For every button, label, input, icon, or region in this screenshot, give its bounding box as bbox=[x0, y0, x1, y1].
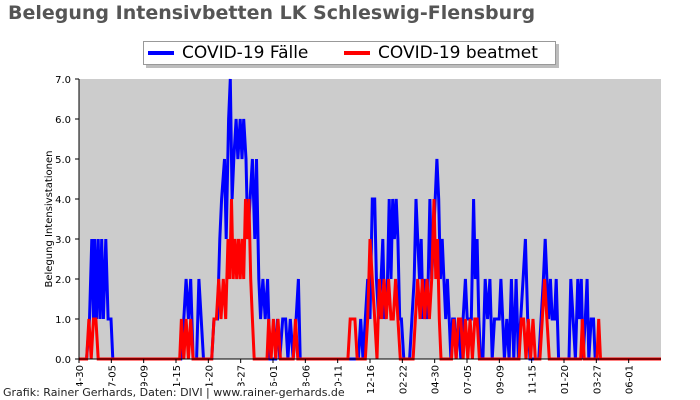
x-tick-label: 01-20 bbox=[204, 365, 215, 394]
x-tick-label: 02-22 bbox=[398, 365, 409, 394]
x-tick-label: 10-11 bbox=[334, 365, 345, 394]
x-tick-label: 04-30 bbox=[431, 365, 442, 394]
y-tick-label: 1.0 bbox=[55, 315, 71, 326]
footer-credit: Grafik: Rainer Gerhards, Daten: DIVI | w… bbox=[3, 386, 347, 399]
y-tick-label: 5.0 bbox=[55, 155, 71, 166]
chart-title: Belegung Intensivbetten LK Schleswig-Fle… bbox=[8, 2, 536, 24]
x-tick-label: 03-27 bbox=[592, 365, 603, 394]
x-tick-label: 07-05 bbox=[107, 365, 118, 394]
x-tick-label: 03-27 bbox=[237, 365, 248, 394]
x-tick-label: 01-20 bbox=[560, 365, 571, 394]
y-tick-label: 0.0 bbox=[55, 355, 71, 366]
x-tick-label: 11-15 bbox=[528, 365, 539, 394]
legend-label-beatmet: COVID-19 beatmet bbox=[378, 43, 538, 63]
legend-swatch-faelle bbox=[148, 51, 174, 55]
x-tick-label: 12-16 bbox=[366, 365, 377, 394]
x-tick-label: 11-15 bbox=[172, 365, 183, 394]
x-tick-label: 06-01 bbox=[625, 365, 636, 394]
legend-swatch-beatmet bbox=[344, 51, 370, 55]
x-tick-label: 09-09 bbox=[140, 365, 151, 394]
y-tick-label: 4.0 bbox=[55, 195, 71, 206]
y-tick-label: 3.0 bbox=[55, 235, 71, 246]
x-tick-label: 08-06 bbox=[301, 365, 312, 394]
legend: COVID-19 Fälle COVID-19 beatmet bbox=[143, 41, 556, 65]
legend-label-faelle: COVID-19 Fälle bbox=[182, 43, 309, 63]
x-tick-label: 06-01 bbox=[269, 365, 280, 394]
x-tick-label: 07-05 bbox=[463, 365, 474, 394]
x-tick-label: 04-30 bbox=[75, 365, 86, 394]
x-tick-label: 09-09 bbox=[495, 365, 506, 394]
y-tick-label: 7.0 bbox=[55, 75, 71, 86]
y-tick-label: 6.0 bbox=[55, 115, 71, 126]
y-axis-label: Belegung Intensivstationen bbox=[44, 150, 55, 287]
y-tick-label: 2.0 bbox=[55, 275, 71, 286]
